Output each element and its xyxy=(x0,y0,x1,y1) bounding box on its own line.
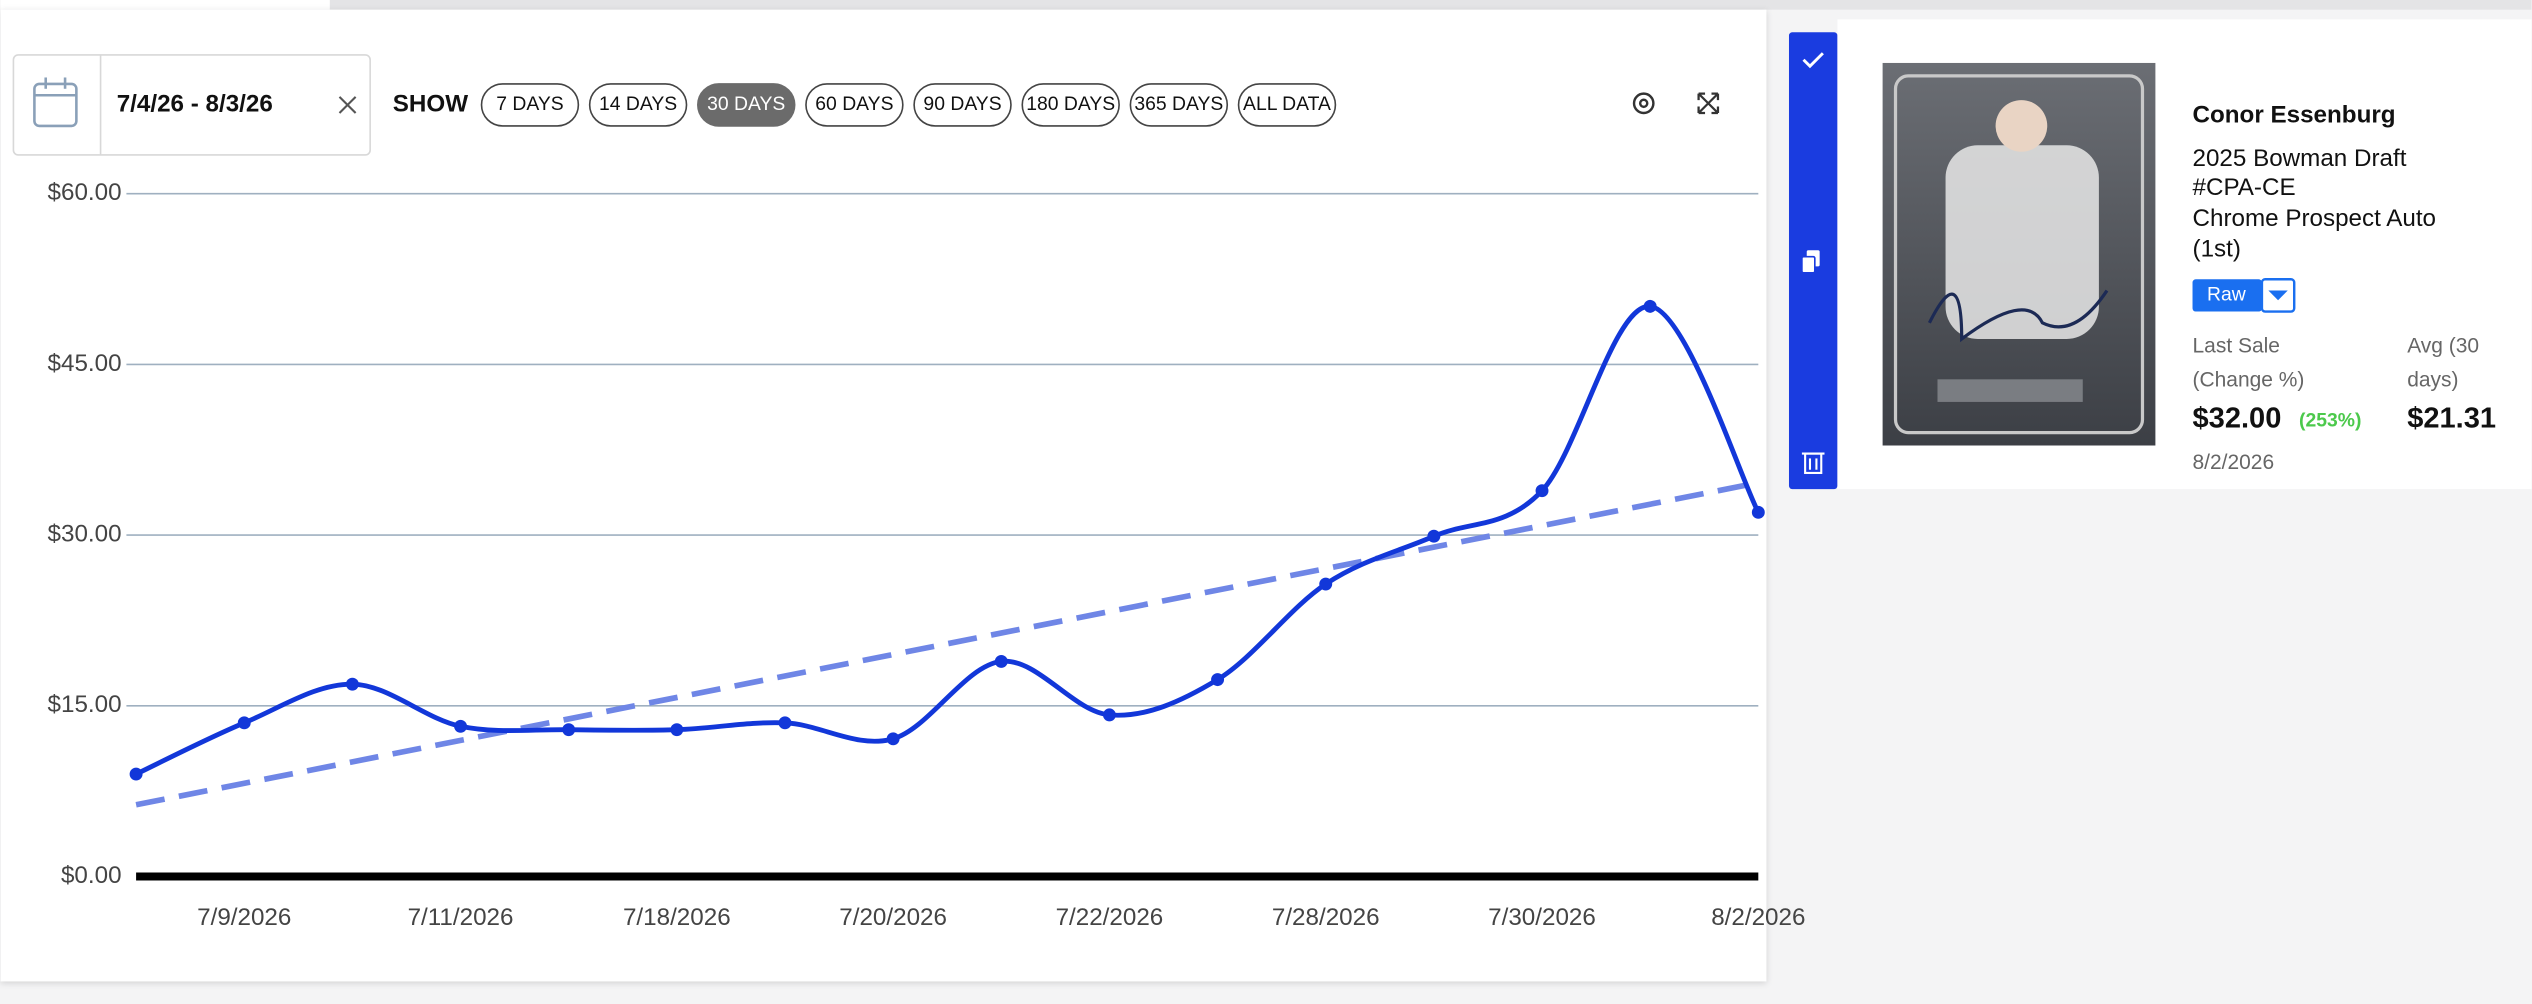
range-button[interactable] xyxy=(1237,83,1337,127)
data-point[interactable] xyxy=(994,654,1008,668)
x-tick-label: 7/28/2026 xyxy=(1272,904,1380,931)
last-sale-sublabel: (Change %) xyxy=(2193,368,2305,391)
y-tick-label: $0.00 xyxy=(61,862,122,889)
settings-icon[interactable] xyxy=(1632,92,1655,115)
range-button-label: 90 DAYS xyxy=(923,93,1001,115)
range-buttons: 7 DAYS 14 DAYS 30 DAYS 60 DAYS 90 DAYS 180 DA… xyxy=(480,83,1337,127)
expand-icon[interactable] xyxy=(1697,92,1720,115)
range-button-label: ALL DATA xyxy=(1243,93,1331,115)
data-point[interactable] xyxy=(778,716,792,730)
card-variant: (1st) xyxy=(2193,236,2241,263)
data-point[interactable] xyxy=(1427,529,1441,543)
range-button-label: 14 DAYS xyxy=(599,93,677,115)
avg: $21.31 xyxy=(2407,402,2496,434)
x-tick-label: 7/20/2026 xyxy=(839,904,947,931)
last-sale-label: Last Sale xyxy=(2193,335,2280,358)
show-label: SHOW xyxy=(393,90,468,117)
y-tick-label: $45.00 xyxy=(48,350,122,377)
date-picker[interactable] xyxy=(12,54,371,156)
date-range: 7/4/26 - 8/3/26 xyxy=(117,90,273,117)
range-button[interactable] xyxy=(480,83,580,127)
card-number: #CPA-CE xyxy=(2193,174,2296,201)
tab[interactable] xyxy=(0,0,330,10)
trend-line xyxy=(135,479,1759,808)
x-tick-label: 7/22/2026 xyxy=(1056,904,1164,931)
select-icon[interactable] xyxy=(1802,52,1824,69)
range-button[interactable] xyxy=(1129,83,1229,127)
chart-panel xyxy=(0,9,1767,982)
x-tick-label: 8/2/2026 xyxy=(1711,904,1805,931)
data-point[interactable] xyxy=(670,723,684,737)
card-image[interactable] xyxy=(1882,62,2156,446)
grade-button[interactable] xyxy=(2192,279,2262,312)
range-button[interactable] xyxy=(913,83,1012,127)
range-button[interactable] xyxy=(805,83,904,127)
range-button-label: 7 DAYS xyxy=(496,93,564,115)
y-tick-label: $15.00 xyxy=(48,691,122,718)
range-button[interactable] xyxy=(1021,83,1120,127)
range-button-label: 365 DAYS xyxy=(1134,93,1223,115)
dropdown-arrow xyxy=(2268,290,2288,301)
grade: Raw xyxy=(2207,283,2247,305)
range-button-label: 60 DAYS xyxy=(815,93,893,115)
data-point[interactable] xyxy=(1319,577,1333,591)
player-name: Conor Essenburg xyxy=(2193,102,2396,129)
calendar-icon[interactable] xyxy=(33,77,78,128)
card-name: Chrome Prospect Auto xyxy=(2193,205,2437,232)
data-point[interactable] xyxy=(1751,505,1765,519)
last-sale: $32.00 xyxy=(2193,402,2282,434)
range-button-label: 180 DAYS xyxy=(1026,93,1115,115)
last-sale-date: 8/2/2026 xyxy=(2193,451,2275,474)
x-tick-label: 7/30/2026 xyxy=(1488,904,1596,931)
x-tick-label: 7/18/2026 xyxy=(623,904,731,931)
data-point[interactable] xyxy=(1535,484,1549,498)
data-point[interactable] xyxy=(129,767,143,781)
copy-icon[interactable] xyxy=(1801,250,1820,274)
y-tick-label: $30.00 xyxy=(48,520,122,547)
y-tick-label: $60.00 xyxy=(48,179,122,206)
data-point[interactable] xyxy=(1211,673,1225,687)
data-point[interactable] xyxy=(345,677,359,691)
x-tick-label: 7/11/2026 xyxy=(408,904,514,931)
range-button[interactable] xyxy=(588,83,688,127)
avg-sublabel: days) xyxy=(2407,368,2458,391)
range-button[interactable] xyxy=(697,83,796,127)
delete-icon[interactable] xyxy=(1801,452,1825,474)
chart: $0.00 $15.00 $30.00 $45.00 $60.00 7/9/2026 7/1… xyxy=(48,179,1806,931)
data-point[interactable] xyxy=(237,716,251,730)
data-point[interactable] xyxy=(454,719,467,733)
change: (253%) xyxy=(2299,409,2361,431)
range-button-label: 30 DAYS xyxy=(707,93,785,115)
card-set: 2025 Bowman Draft xyxy=(2193,145,2407,172)
data-point[interactable] xyxy=(886,732,900,746)
data-point[interactable] xyxy=(562,723,576,737)
data-point[interactable] xyxy=(1643,299,1657,313)
top-strip xyxy=(0,0,2532,10)
clear-icon[interactable] xyxy=(338,96,357,114)
data-point[interactable] xyxy=(1102,708,1116,722)
x-tick-label: 7/9/2026 xyxy=(197,904,291,931)
avg-label: Avg (30 xyxy=(2407,335,2479,358)
